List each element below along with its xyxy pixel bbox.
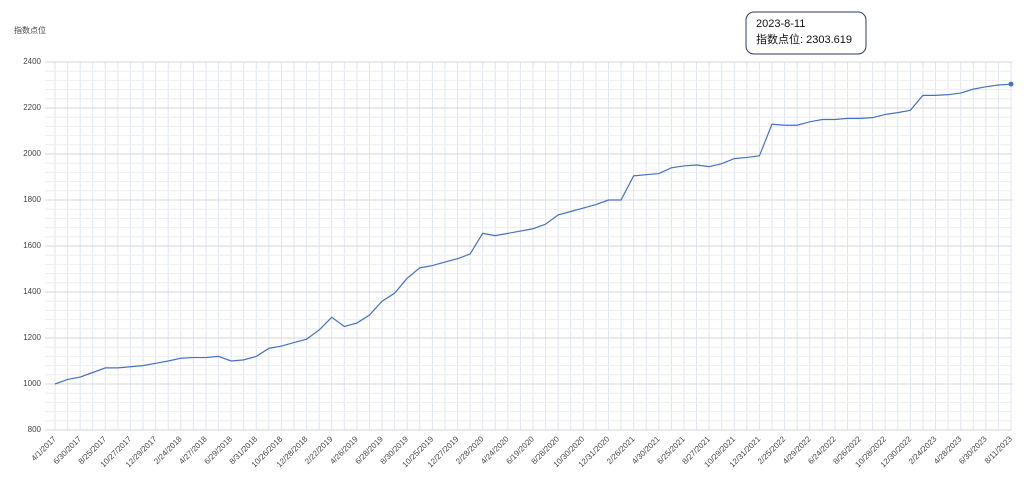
tooltip bbox=[745, 11, 867, 55]
y-tick-label: 2200 bbox=[23, 103, 41, 112]
highlight-point bbox=[1008, 81, 1014, 87]
y-tick-label: 2000 bbox=[23, 149, 41, 158]
y-tick-label: 1000 bbox=[23, 379, 41, 388]
y-axis-label: 指数点位 bbox=[14, 25, 46, 35]
y-tick-label: 2400 bbox=[23, 57, 41, 66]
tooltip-text: 指数点位: 2303.619 bbox=[756, 32, 852, 46]
y-tick-label: 1400 bbox=[23, 287, 41, 296]
data-line bbox=[54, 83, 1012, 385]
y-tick-label: 800 bbox=[28, 425, 42, 434]
x-tick-label: 8/11/2023 bbox=[983, 434, 1014, 465]
y-tick-label: 1200 bbox=[23, 333, 41, 342]
tooltip-title: 2023-8-11 bbox=[756, 18, 805, 30]
y-tick-label: 1600 bbox=[23, 241, 41, 250]
y-tick-label: 1800 bbox=[23, 195, 41, 204]
